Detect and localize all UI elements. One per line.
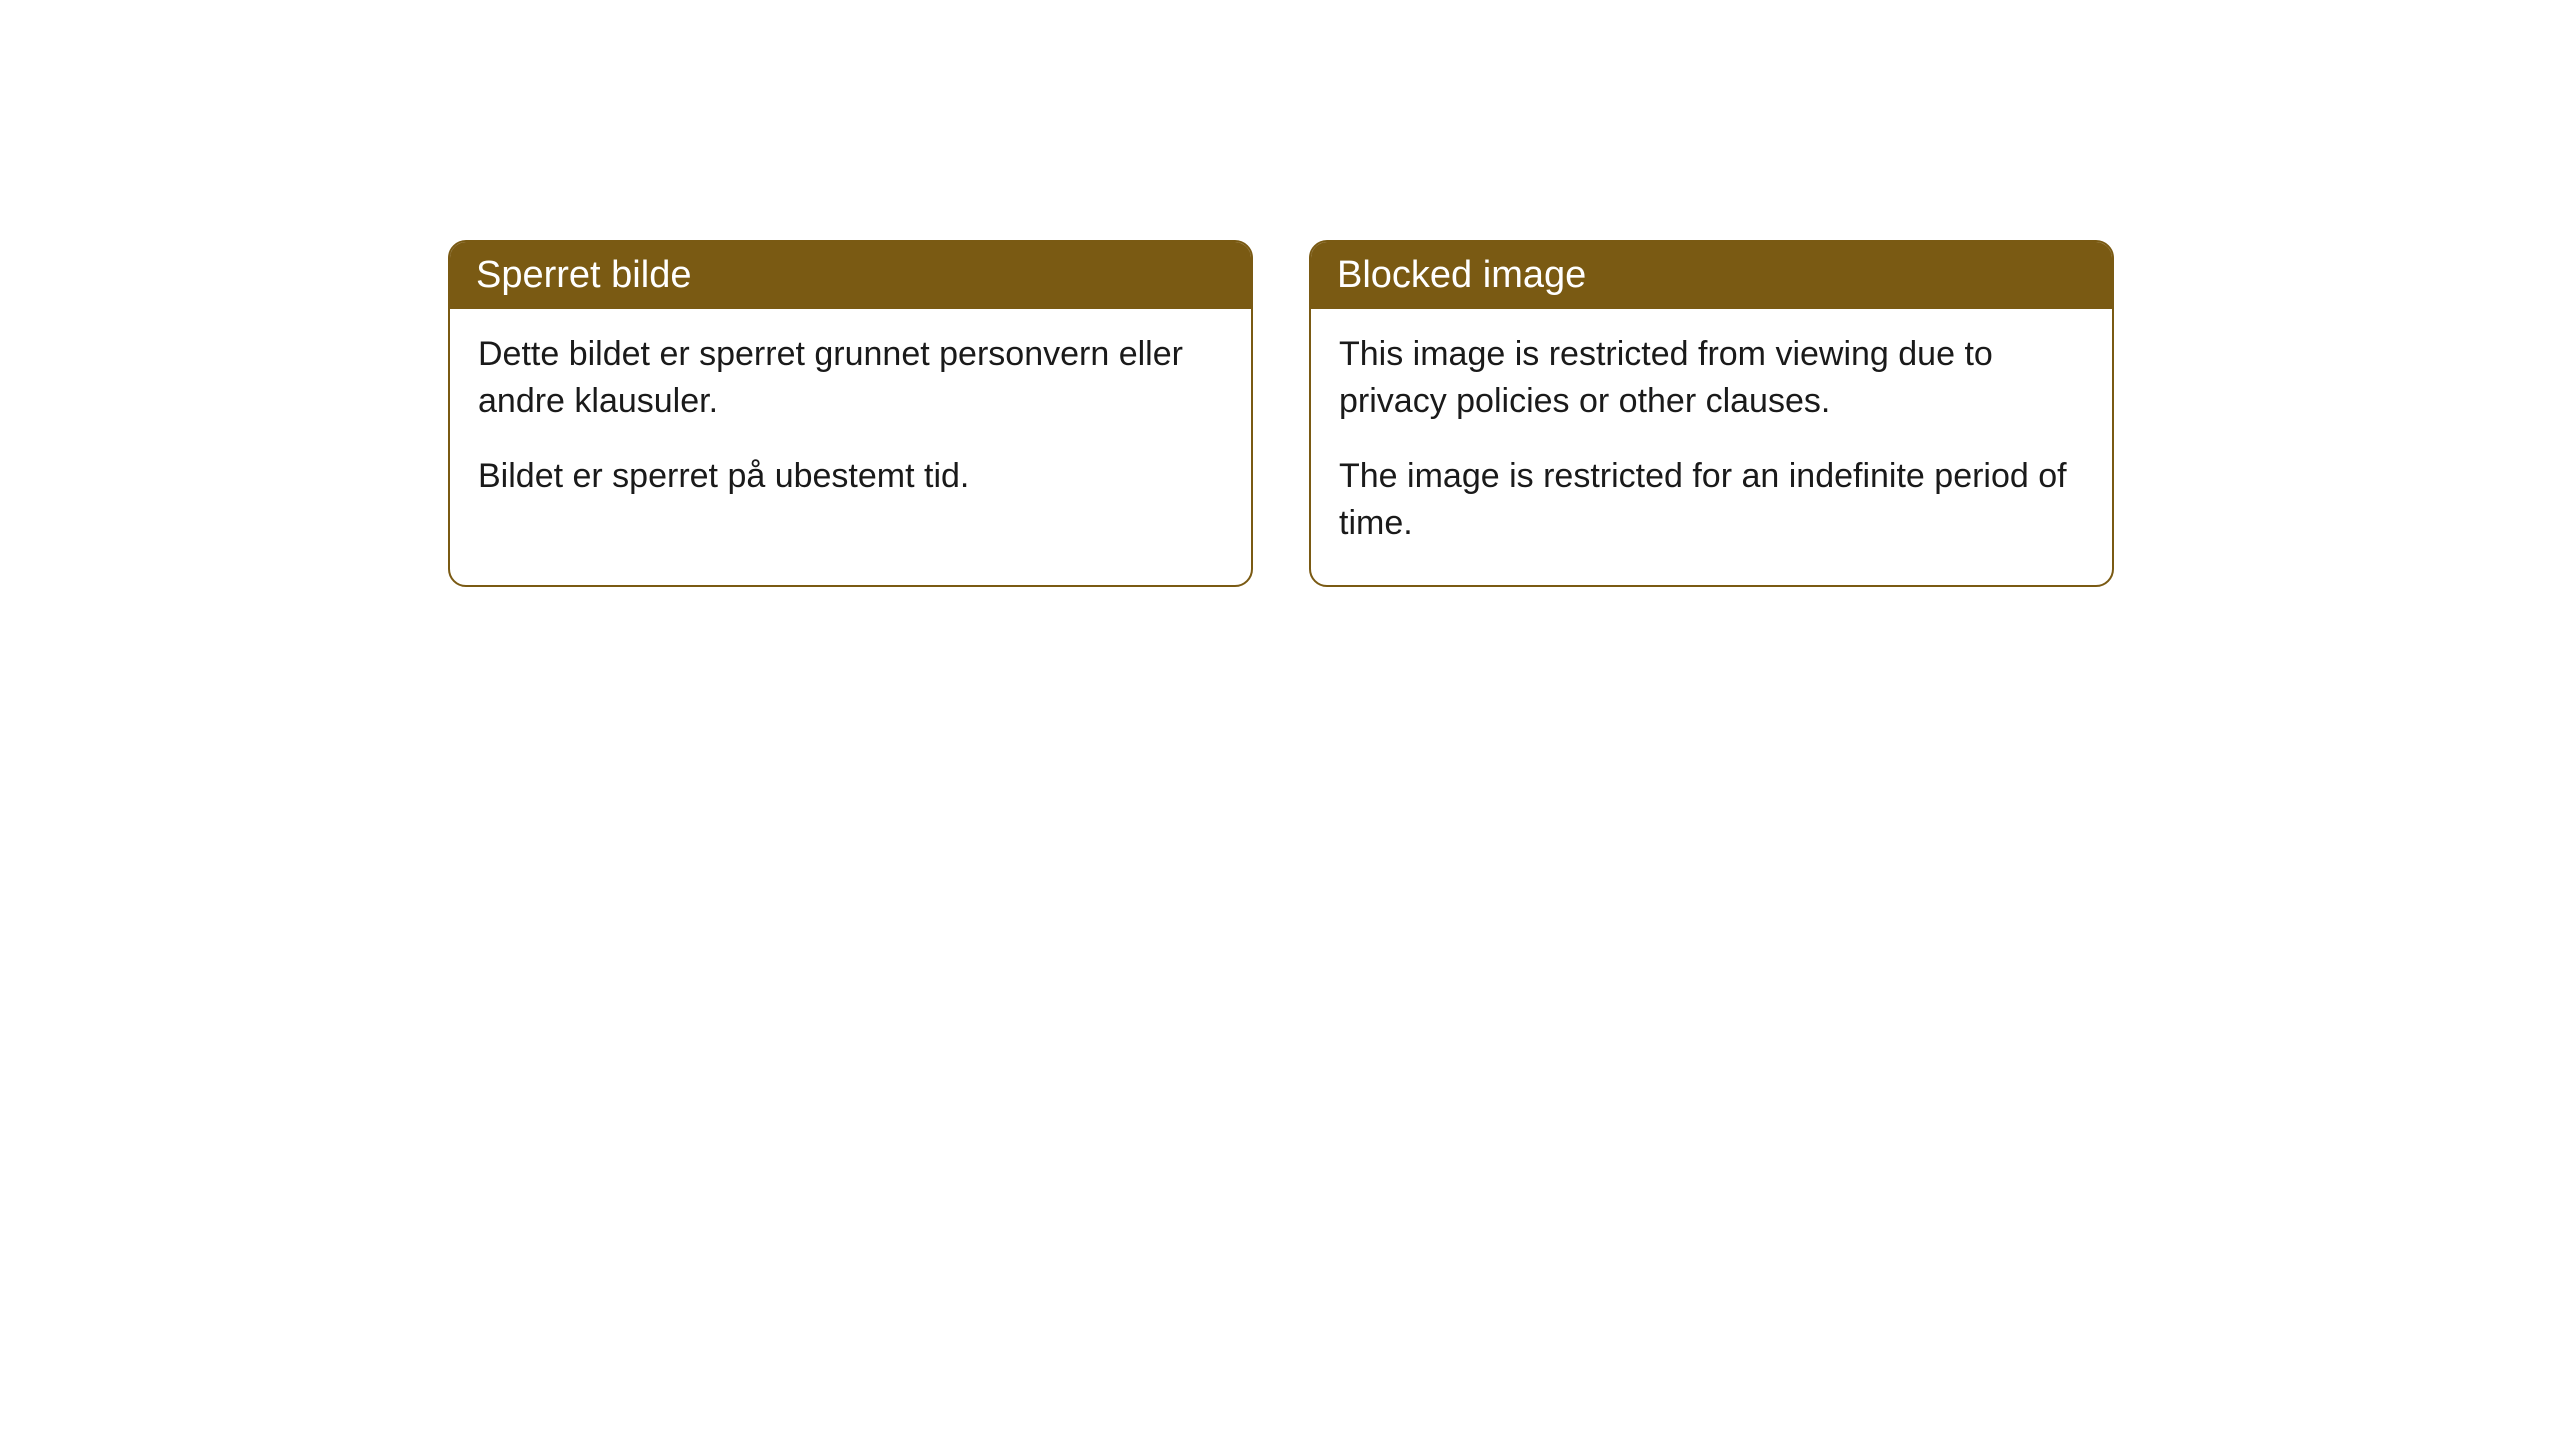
blocked-image-card-norwegian: Sperret bilde Dette bildet er sperret gr… bbox=[448, 240, 1253, 587]
card-paragraph: Bildet er sperret på ubestemt tid. bbox=[478, 453, 1223, 500]
card-body: Dette bildet er sperret grunnet personve… bbox=[450, 309, 1251, 538]
card-title: Sperret bilde bbox=[450, 242, 1251, 309]
card-title: Blocked image bbox=[1311, 242, 2112, 309]
card-body: This image is restricted from viewing du… bbox=[1311, 309, 2112, 585]
card-paragraph: Dette bildet er sperret grunnet personve… bbox=[478, 331, 1223, 425]
card-paragraph: This image is restricted from viewing du… bbox=[1339, 331, 2084, 425]
blocked-image-card-english: Blocked image This image is restricted f… bbox=[1309, 240, 2114, 587]
card-paragraph: The image is restricted for an indefinit… bbox=[1339, 453, 2084, 547]
notice-cards-container: Sperret bilde Dette bildet er sperret gr… bbox=[0, 0, 2560, 587]
